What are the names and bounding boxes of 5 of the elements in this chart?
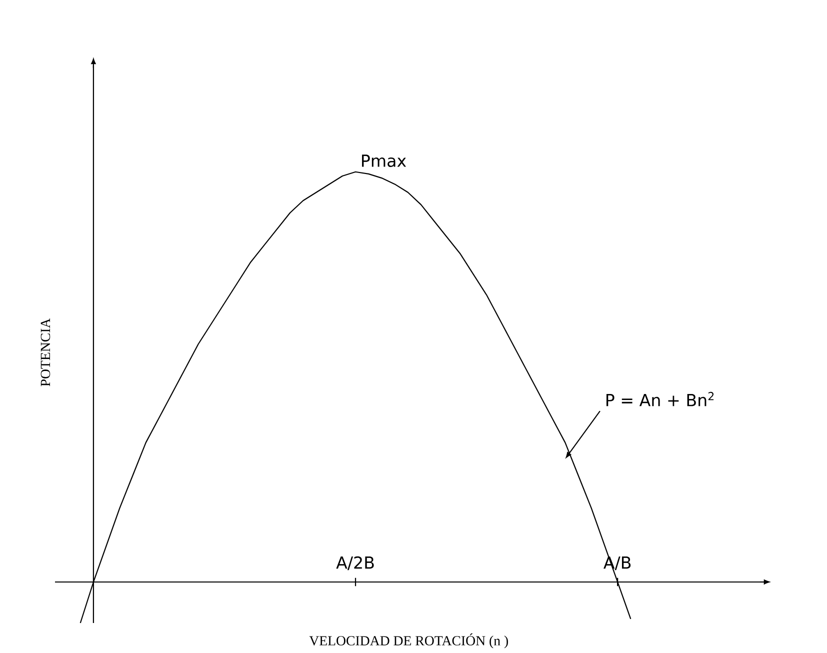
annotation: Pmax bbox=[362, 154, 406, 168]
x-tick-label: A/2B bbox=[336, 556, 374, 570]
x-axis-title: VELOCIDAD DE ROTACIÓN (n ) bbox=[309, 633, 508, 648]
annotation: P = An + Bn$^{2}$ bbox=[606, 392, 714, 406]
y-axis-title: POTENCIA bbox=[40, 318, 50, 386]
